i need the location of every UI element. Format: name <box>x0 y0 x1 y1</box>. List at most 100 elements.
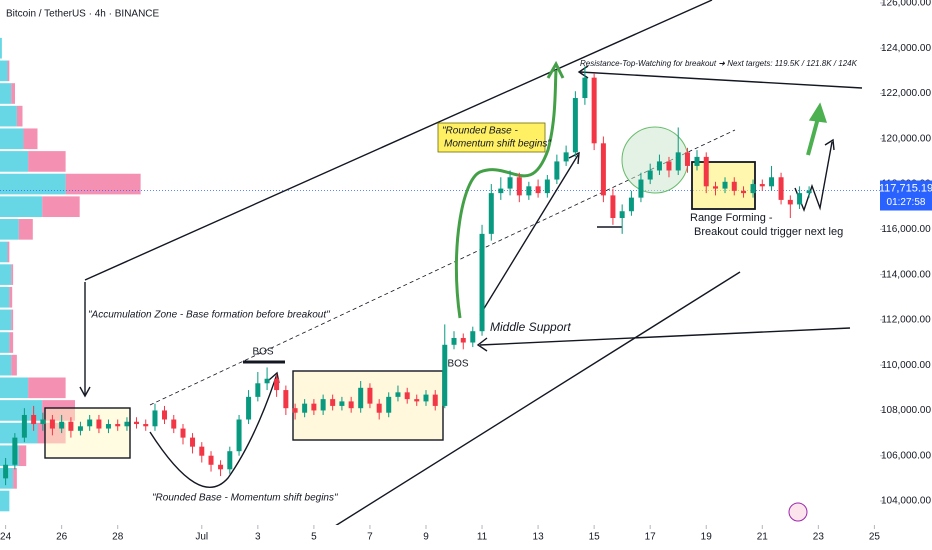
y-tick-label: 106,000.00 <box>881 450 931 461</box>
last-price-box <box>880 180 932 211</box>
candle-body <box>741 190 747 194</box>
candle-body <box>124 421 130 427</box>
candle-body <box>684 152 690 166</box>
green-up-arrow <box>806 117 820 156</box>
arrowhead <box>808 102 828 123</box>
volume-bar <box>0 354 12 376</box>
candle-body <box>180 428 186 438</box>
candle-body <box>59 421 65 429</box>
x-tick-label: 26 <box>56 532 68 543</box>
candle-body <box>582 77 588 99</box>
candle-body <box>348 401 354 409</box>
candle-body <box>414 399 420 402</box>
momentum-arrow <box>479 154 579 316</box>
candle-body <box>77 426 83 431</box>
y-tick-label: 104,000.00 <box>881 496 931 507</box>
volume-bar <box>11 83 15 104</box>
volume-bar <box>65 173 141 195</box>
volume-bar <box>0 377 29 399</box>
annotation: "Rounded Base - Momentum shift begins" <box>152 493 338 504</box>
volume-bar <box>18 445 27 467</box>
volume-bar <box>0 37 2 59</box>
candle-body <box>797 193 803 205</box>
candle-body <box>376 403 382 413</box>
volume-bar <box>11 354 17 376</box>
candle-body <box>423 394 429 402</box>
candle-body <box>246 396 252 420</box>
volume-bar <box>42 196 80 218</box>
volume-bar <box>0 105 17 127</box>
candle-body <box>274 378 280 391</box>
candle-body <box>40 419 46 425</box>
candle-body <box>255 383 261 397</box>
candle-body <box>610 195 616 219</box>
y-tick-label: 126,000.00 <box>881 0 931 9</box>
volume-bar <box>11 309 14 331</box>
candle-body <box>722 181 728 189</box>
candle-body <box>3 464 9 479</box>
annotation: "Accumulation Zone - Base formation befo… <box>88 310 330 321</box>
volume-bar <box>0 151 29 172</box>
volume-bar <box>16 105 23 127</box>
candle-body <box>162 410 168 420</box>
x-tick-label: 24 <box>0 532 12 543</box>
x-tick-label: 13 <box>533 532 545 543</box>
volume-bar <box>23 128 38 150</box>
candle-body <box>675 152 681 171</box>
candle-body <box>12 437 18 465</box>
annotation: "Rounded Base - <box>442 126 518 137</box>
arrowhead <box>476 337 488 352</box>
volume-bar <box>7 60 10 82</box>
candle-body <box>591 77 597 144</box>
candle-body <box>703 156 709 187</box>
volume-bar <box>0 173 66 195</box>
annotation: Momentum shift begins" <box>444 139 551 150</box>
candle-body <box>115 424 121 427</box>
x-tick-label: 5 <box>311 532 317 543</box>
candle-body <box>666 161 672 171</box>
annotations: Bitcoin / TetherUS · 4h · BINANCE "Accum… <box>6 9 858 522</box>
candle-body <box>712 186 718 189</box>
candle-body <box>806 190 812 194</box>
x-tick-label: 25 <box>869 532 881 543</box>
x-tick-label: 19 <box>701 532 713 543</box>
annotation: Resistance-Top-Watching for breakout ➜ N… <box>580 59 858 68</box>
candle-body <box>600 143 606 196</box>
candle-body <box>442 344 448 406</box>
candle-body <box>526 186 532 196</box>
volume-bar <box>0 490 10 512</box>
candle-body <box>386 396 392 413</box>
volume-bar <box>0 422 38 444</box>
candle-body <box>507 177 513 189</box>
candle-body <box>460 338 466 343</box>
x-tick-label: 11 <box>477 532 488 543</box>
candle-body <box>218 464 224 470</box>
candle-body <box>731 181 737 191</box>
candle-body <box>302 403 308 413</box>
arrowhead <box>546 60 565 79</box>
annotation: BOS <box>252 347 273 358</box>
volume-bar <box>18 219 33 240</box>
candle-body <box>488 193 494 234</box>
x-tick-label: Jul <box>195 532 208 543</box>
candle-body <box>778 177 784 200</box>
y-tick-label: 114,000.00 <box>881 269 931 280</box>
candle-body <box>21 414 27 438</box>
x-tick-label: 17 <box>645 532 657 543</box>
candle-body <box>264 378 270 384</box>
x-tick-label: 7 <box>367 532 373 543</box>
annotation: BOS <box>447 359 468 370</box>
y-tick-label: 110,000.00 <box>881 360 931 371</box>
candle-body <box>619 211 625 219</box>
channel-mid <box>149 129 736 406</box>
candle-body <box>638 179 644 198</box>
volume-bar <box>9 332 14 353</box>
volume-bar <box>0 219 19 240</box>
candle-body <box>769 177 775 187</box>
volume-bar <box>0 309 12 331</box>
x-tick-label: 23 <box>813 532 825 543</box>
x-tick-label: 21 <box>757 532 769 543</box>
channel-lower <box>299 271 741 549</box>
label-box <box>437 122 546 153</box>
